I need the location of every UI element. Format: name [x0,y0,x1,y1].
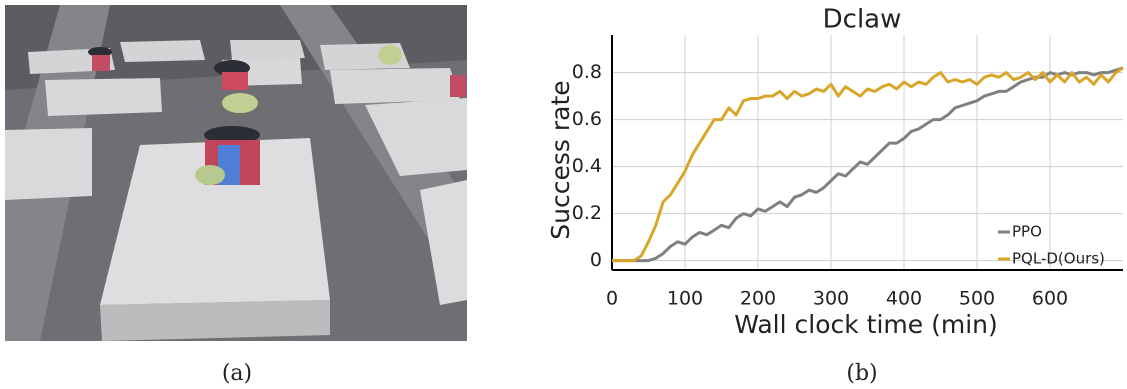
table [330,68,460,104]
x-tick-label: 600 [1032,288,1068,310]
y-tick-label: 0.6 [572,108,602,130]
x-tick-label: 300 [813,288,849,310]
x-tick-label: 400 [886,288,922,310]
robot-hand [450,75,466,97]
x-tick-label: 200 [740,288,776,310]
object [222,93,258,113]
plot-area: 0 0.2 0.4 0.6 0.8 0 100 200 300 400 500 600 PPO PQL-D… [572,35,1123,310]
x-tick-label: 100 [667,288,703,310]
figure: (a) (b) Dclaw Wall clock time (min) Succ… [0,0,1127,389]
caption: (b) [846,361,877,386]
y-tick-label: 0.4 [572,155,602,177]
caption: (a) [222,361,252,386]
chart-title: Dclaw [823,5,902,35]
table [5,128,92,200]
object [378,45,402,65]
legend-label: PPO [1012,223,1042,241]
y-tick-label: 0.2 [572,202,602,224]
legend-label: PQL-D(Ours) [1012,250,1105,268]
simulation-render [5,5,467,341]
x-tick-label: 500 [959,288,995,310]
x-axis-label: Wall clock time (min) [734,310,998,339]
table-side [100,300,330,341]
table [120,40,205,62]
y-tick-label: 0 [590,249,602,271]
table [45,78,162,116]
table [230,40,305,60]
object [195,165,225,185]
y-axis-label: Success rate [546,80,575,239]
robot-hand [92,55,110,71]
robot-hand [222,72,248,90]
y-tick-label: 0.8 [572,61,602,83]
x-tick-label: 0 [606,288,618,310]
